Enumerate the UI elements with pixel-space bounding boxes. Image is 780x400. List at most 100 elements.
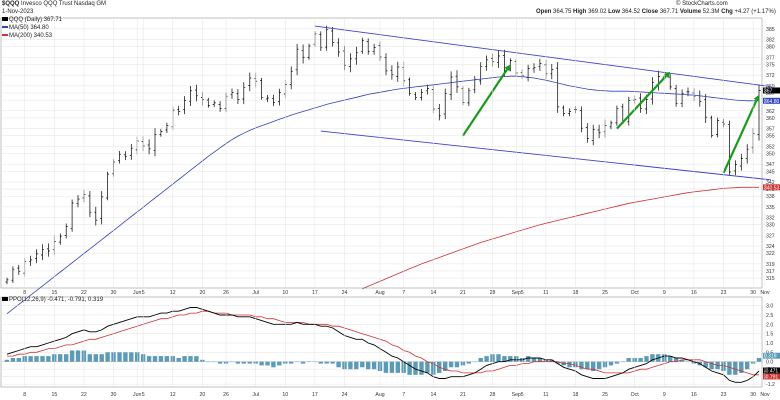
ppo-histogram-bar	[259, 361, 264, 366]
ppo-histogram-bar	[87, 354, 92, 362]
price-frame	[0, 17, 763, 289]
ppo-histogram-bar	[176, 358, 181, 362]
ppo-swatch-icon	[2, 297, 8, 302]
trend-arrow-head	[663, 71, 671, 79]
x-tick-label-lower: 5	[142, 392, 145, 398]
x-tick-label: 8	[23, 290, 26, 296]
ppo-histogram-bar	[638, 358, 643, 362]
ppo-marker-tag	[763, 373, 780, 380]
ppo-histogram-bar	[466, 361, 471, 364]
ppo-histogram-bar	[585, 361, 590, 370]
x-tick-label-lower: 26	[223, 392, 229, 398]
legend-ma50-label: MA(50) 364.80	[9, 25, 49, 31]
ppo-histogram-bar	[525, 356, 531, 362]
ppo-histogram-bar	[596, 361, 602, 370]
ppo-histogram-bar	[217, 361, 223, 364]
ppo-histogram-bar	[591, 361, 596, 371]
ppo-histogram-bar	[235, 361, 241, 364]
ppo-histogram-bar	[448, 361, 454, 368]
x-tick-label-lower: 7	[402, 392, 405, 398]
low-label: Low	[608, 9, 621, 15]
ppo-line	[6, 307, 760, 383]
price-tick-label: 347	[766, 162, 775, 168]
x-tick-label: 28	[490, 290, 496, 296]
ticker-title: $QQQ Invesco QQQ Trust Nasdaq GM	[2, 1, 106, 8]
ppo-histogram-bar	[508, 356, 513, 362]
ppo-histogram-bar	[679, 359, 685, 362]
x-tick-label-lower: 22	[81, 392, 87, 398]
ppo-histogram-bar	[28, 356, 33, 362]
ppo-histogram-bar	[129, 352, 134, 362]
ma50-swatch-icon	[2, 26, 8, 29]
channel-upper-line	[314, 25, 771, 88]
price-tick-label: 315	[766, 276, 775, 282]
ppo-histogram-bar	[164, 356, 169, 362]
ppo-histogram-bar	[579, 361, 584, 370]
price-tick-label: 322	[766, 251, 775, 257]
x-tick-label-lower: 16	[691, 392, 697, 398]
price-panel: 3153173193223243273303323353383403423453…	[0, 17, 780, 315]
ppo-histogram-bar	[10, 358, 16, 362]
ppo-histogram-bar	[271, 361, 276, 368]
ppo-histogram-bar	[69, 350, 75, 362]
ppo-histogram-bar	[555, 361, 560, 364]
x-tick-label: 12	[170, 290, 176, 296]
ppo-signal-line	[7, 310, 759, 376]
x-tick-label: Jul	[252, 290, 259, 296]
x-tick-label: 22	[81, 290, 87, 296]
x-tick-label-lower: 8	[23, 392, 26, 398]
low-value: 364.52	[621, 9, 641, 15]
legend-ma50: MA(50) 364.80	[2, 25, 49, 32]
ppo-histogram-bar	[324, 361, 329, 364]
x-tick-label-lower: Sep	[512, 392, 521, 398]
x-tick-label: 20	[199, 290, 205, 296]
x-tick-label: Aug	[375, 290, 384, 296]
x-tick-label: 11	[543, 290, 548, 296]
price-tick-label: 327	[766, 233, 775, 239]
legend-price: QQQ (Daily) 367.71	[2, 17, 62, 24]
price-marker-tag	[763, 87, 780, 94]
price-tick-label: 324	[766, 244, 775, 250]
ppo-histogram-bar	[58, 354, 63, 362]
x-tick-label-lower: 30	[750, 392, 756, 398]
trend-arrow-shaft	[616, 75, 667, 130]
ppo-histogram-bar	[389, 361, 395, 373]
ppo-histogram-bar	[484, 356, 489, 362]
legend-ma200: MA(200) 340.53	[2, 33, 52, 40]
ma200-line	[362, 186, 759, 290]
price-tick-label: 342	[766, 180, 775, 186]
x-tick-label-lower: 12	[170, 392, 176, 398]
legend-price-label: QQQ (Daily) 367.71	[9, 17, 63, 23]
ppo-histogram-bar	[703, 361, 708, 368]
x-tick-label-lower: 15	[51, 392, 57, 398]
ppo-histogram-bar	[419, 361, 424, 375]
price-marker-value: 367	[764, 88, 773, 94]
price-tick-label: 357	[766, 127, 775, 133]
ppo-histogram-bar	[289, 361, 294, 364]
x-tick-label: 5	[521, 290, 524, 296]
open-label: Open	[536, 9, 552, 15]
price-tick-label: 338	[766, 194, 775, 200]
x-tick-label: 9	[663, 290, 666, 296]
trend-arrow-shaft	[462, 68, 508, 137]
ppo-histogram-bar	[537, 358, 543, 362]
ppo-histogram-bar	[348, 361, 353, 370]
ppo-marker-value: -0.791	[764, 374, 778, 380]
x-axis: 88151522223030JunJun55121220202626JulJul…	[23, 19, 770, 398]
x-tick-label-lower: 24	[342, 392, 348, 398]
ppo-histogram-bar	[496, 354, 501, 362]
ppo-histogram-bar	[673, 358, 679, 362]
ppo-tick-label: 1.0	[766, 341, 773, 347]
close-value: 367.71	[659, 9, 679, 15]
ppo-histogram-bar	[46, 356, 51, 362]
ppo-histogram-bar	[733, 361, 738, 375]
price-tick-label: 360	[766, 116, 775, 122]
x-tick-label-lower: 25	[602, 392, 608, 398]
ticker-symbol: $QQQ	[2, 1, 20, 7]
ppo-histogram-bar	[152, 356, 158, 362]
x-tick-label: Sep	[512, 290, 521, 296]
price-tick-label: 362	[766, 109, 775, 115]
x-tick-label: 10	[282, 290, 288, 296]
